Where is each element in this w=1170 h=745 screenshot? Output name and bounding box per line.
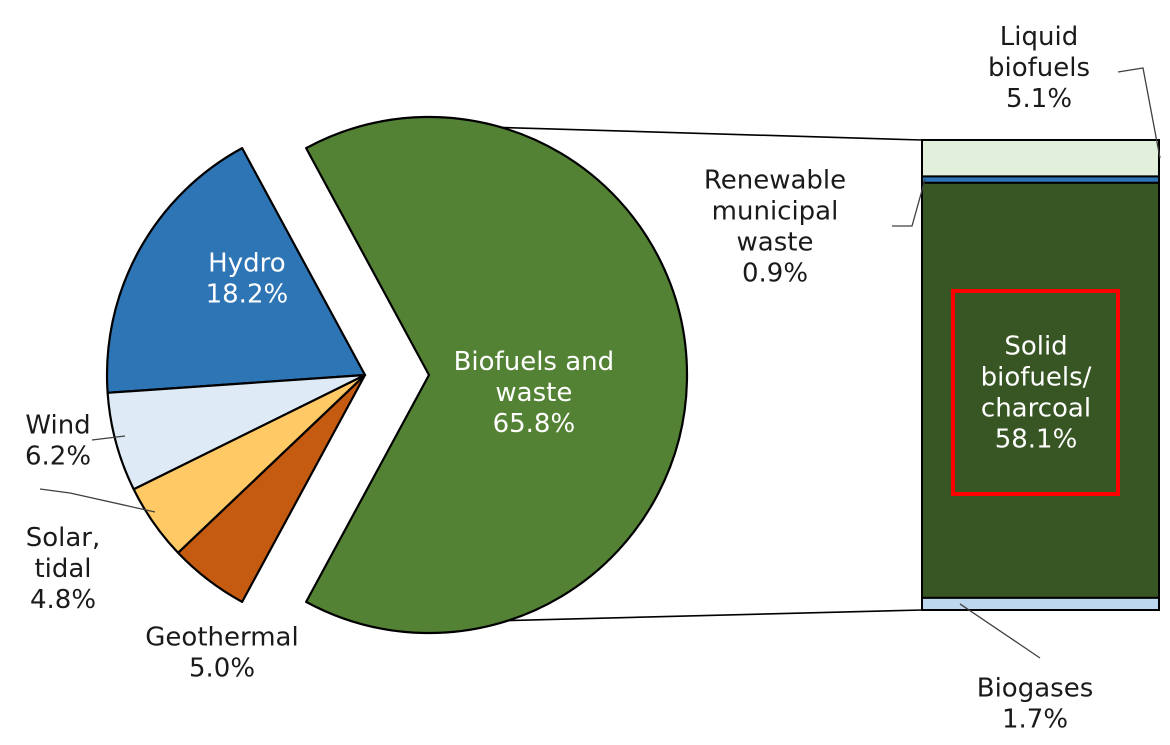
connector-top [451, 125, 923, 141]
pie-label-biofuels-and-waste: Biofuels and waste 65.8% [454, 347, 615, 439]
bar-label-biogases-line: 1.7% [1002, 705, 1068, 735]
bar-label-renewable-municipal-waste-line: Renewable [704, 166, 846, 196]
pie-label-geothermal: Geothermal 5.0% [145, 623, 298, 684]
bar-segment-liquid-biofuels [921, 139, 1160, 178]
pie-chart [105, 115, 689, 635]
pie-label-solar-tidal-line: 4.8% [30, 585, 96, 615]
bar-label-solid-biofuels-charcoal-line: biofuels/ [981, 363, 1092, 393]
pie-label-biofuels-and-waste-line: 65.8% [493, 409, 576, 439]
pie-slice-biofuels-and-waste [305, 115, 689, 635]
pie-label-biofuels-and-waste-line: waste [495, 378, 572, 408]
pie-label-solar-tidal: Solar, tidal 4.8% [26, 523, 101, 615]
pie-label-solar-tidal-line: tidal [34, 554, 91, 584]
leader-liquid-biofuels [1117, 67, 1161, 159]
pie-label-geothermal-line: Geothermal [145, 623, 298, 653]
bar-segment-biogases [921, 596, 1160, 611]
pie-label-hydro: Hydro 18.2% [206, 248, 289, 309]
bar-label-biogases-line: Biogases [977, 674, 1094, 704]
bar-label-renewable-municipal-waste-line: municipal [712, 197, 839, 227]
pie-label-hydro-line: 18.2% [206, 279, 289, 309]
bar-label-solid-biofuels-charcoal-line: 58.1% [995, 425, 1078, 455]
bar-label-solid-biofuels-charcoal-line: charcoal [981, 394, 1091, 424]
leader-lines [39, 67, 1161, 659]
bar-label-renewable-municipal-waste: Renewable municipal waste 0.9% [704, 166, 846, 289]
pie-label-wind: Wind 6.2% [25, 411, 91, 472]
leader-biogases [959, 603, 1041, 659]
leader-wind [91, 435, 126, 441]
bar-label-solid-biofuels-charcoal-line: Solid [1004, 332, 1067, 362]
bar-label-liquid-biofuels-line: biofuels [988, 53, 1090, 83]
bar-label-liquid-biofuels-line: 5.1% [1006, 84, 1072, 114]
pie-label-biofuels-and-waste-line: Biofuels and [454, 347, 615, 377]
leader-renewable-municipal-waste [892, 179, 926, 227]
pie-label-wind-line: Wind [25, 411, 90, 441]
leader-solar-tidal [39, 488, 156, 513]
pie-label-wind-line: 6.2% [25, 442, 91, 472]
data-labels: Hydro 18.2%Biofuels and waste 65.8%Wind 6.2%… [25, 22, 1093, 735]
pie-label-geothermal-line: 5.0% [189, 654, 255, 684]
bar-label-liquid-biofuels: Liquid biofuels 5.1% [988, 22, 1090, 114]
connector-lines [451, 125, 923, 623]
bar-label-liquid-biofuels-line: Liquid [1000, 22, 1078, 52]
pie-slice-hydro [105, 147, 367, 394]
bar-label-biogases: Biogases 1.7% [977, 674, 1094, 735]
pie-label-solar-tidal-line: Solar, [26, 523, 101, 553]
pie-label-hydro-line: Hydro [208, 248, 285, 278]
highlight-box [951, 289, 1120, 496]
pie-slice-wind [106, 373, 367, 491]
connector-bottom [451, 609, 923, 623]
bar-label-renewable-municipal-waste-line: 0.9% [742, 259, 808, 289]
bar-label-renewable-municipal-waste-line: waste [737, 228, 814, 258]
bar-label-solid-biofuels-charcoal: Solid biofuels/charcoal 58.1% [981, 332, 1092, 455]
stacked-bar [921, 139, 1160, 611]
